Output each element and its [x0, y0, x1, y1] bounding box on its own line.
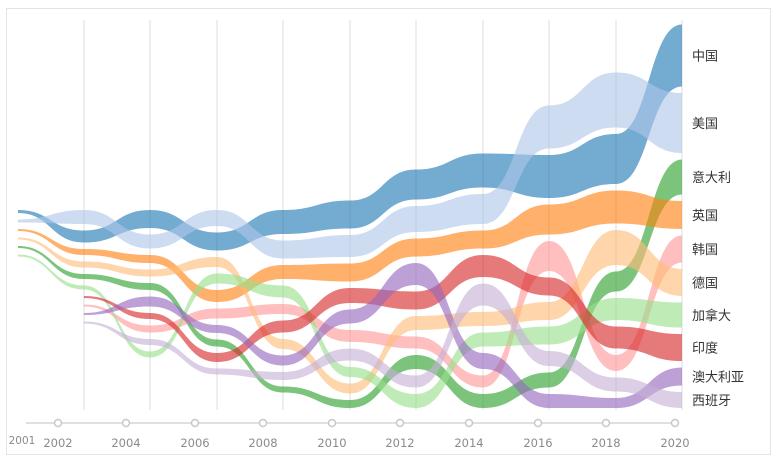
timeline-point[interactable] — [121, 418, 131, 428]
timeline-point[interactable] — [327, 418, 337, 428]
series-label: 德国 — [692, 277, 718, 292]
series-label: 英国 — [692, 209, 718, 224]
timeline-label: 2014 — [454, 436, 483, 450]
timeline-label: 2002 — [43, 436, 72, 450]
timeline-point[interactable] — [601, 418, 611, 428]
series-label: 西班牙 — [692, 394, 731, 409]
timeline-point[interactable] — [533, 418, 543, 428]
ribbon-6[interactable] — [18, 254, 682, 409]
timeline-label: 2010 — [317, 436, 346, 450]
ribbon-2[interactable] — [18, 159, 682, 409]
timeline-point[interactable] — [190, 418, 200, 428]
ribbon-5[interactable] — [18, 230, 682, 394]
series-label: 韩国 — [692, 243, 718, 258]
series-label: 加拿大 — [692, 308, 731, 324]
ribbon-8[interactable] — [84, 263, 682, 408]
ribbon-0[interactable] — [18, 24, 682, 251]
timeline-label: 2008 — [248, 436, 277, 450]
ribbon-1[interactable] — [18, 72, 682, 259]
ribbon-3[interactable] — [18, 190, 682, 303]
chart-frame — [6, 8, 771, 455]
timeline-label: 2006 — [180, 436, 209, 450]
timeline-point[interactable] — [464, 418, 474, 428]
series-label: 美国 — [692, 117, 718, 132]
series-label: 中国 — [692, 50, 718, 65]
timeline-label: 2004 — [111, 436, 140, 450]
series-label: 澳大利亚 — [692, 370, 744, 386]
timeline-label: 2018 — [591, 436, 620, 450]
timeline-point[interactable] — [395, 418, 405, 428]
timeline-point[interactable] — [670, 418, 680, 428]
timeline-point[interactable] — [258, 418, 268, 428]
ribbon-7[interactable] — [84, 255, 682, 362]
timeline-point[interactable] — [53, 418, 63, 428]
series-label: 意大利 — [692, 170, 731, 186]
ribbons — [18, 24, 682, 409]
timeline-label: 2020 — [660, 436, 689, 450]
timeline-label: 2016 — [523, 436, 552, 450]
series-label: 印度 — [692, 341, 718, 357]
timeline-label: 2001 — [9, 435, 36, 447]
ribbon-4[interactable] — [84, 235, 682, 388]
timeline-axis[interactable]: 2001 2002 2004 2006 2008 2010 2012 2014 2016 2018… — [9, 418, 690, 451]
timeline-label: 2012 — [385, 436, 414, 450]
